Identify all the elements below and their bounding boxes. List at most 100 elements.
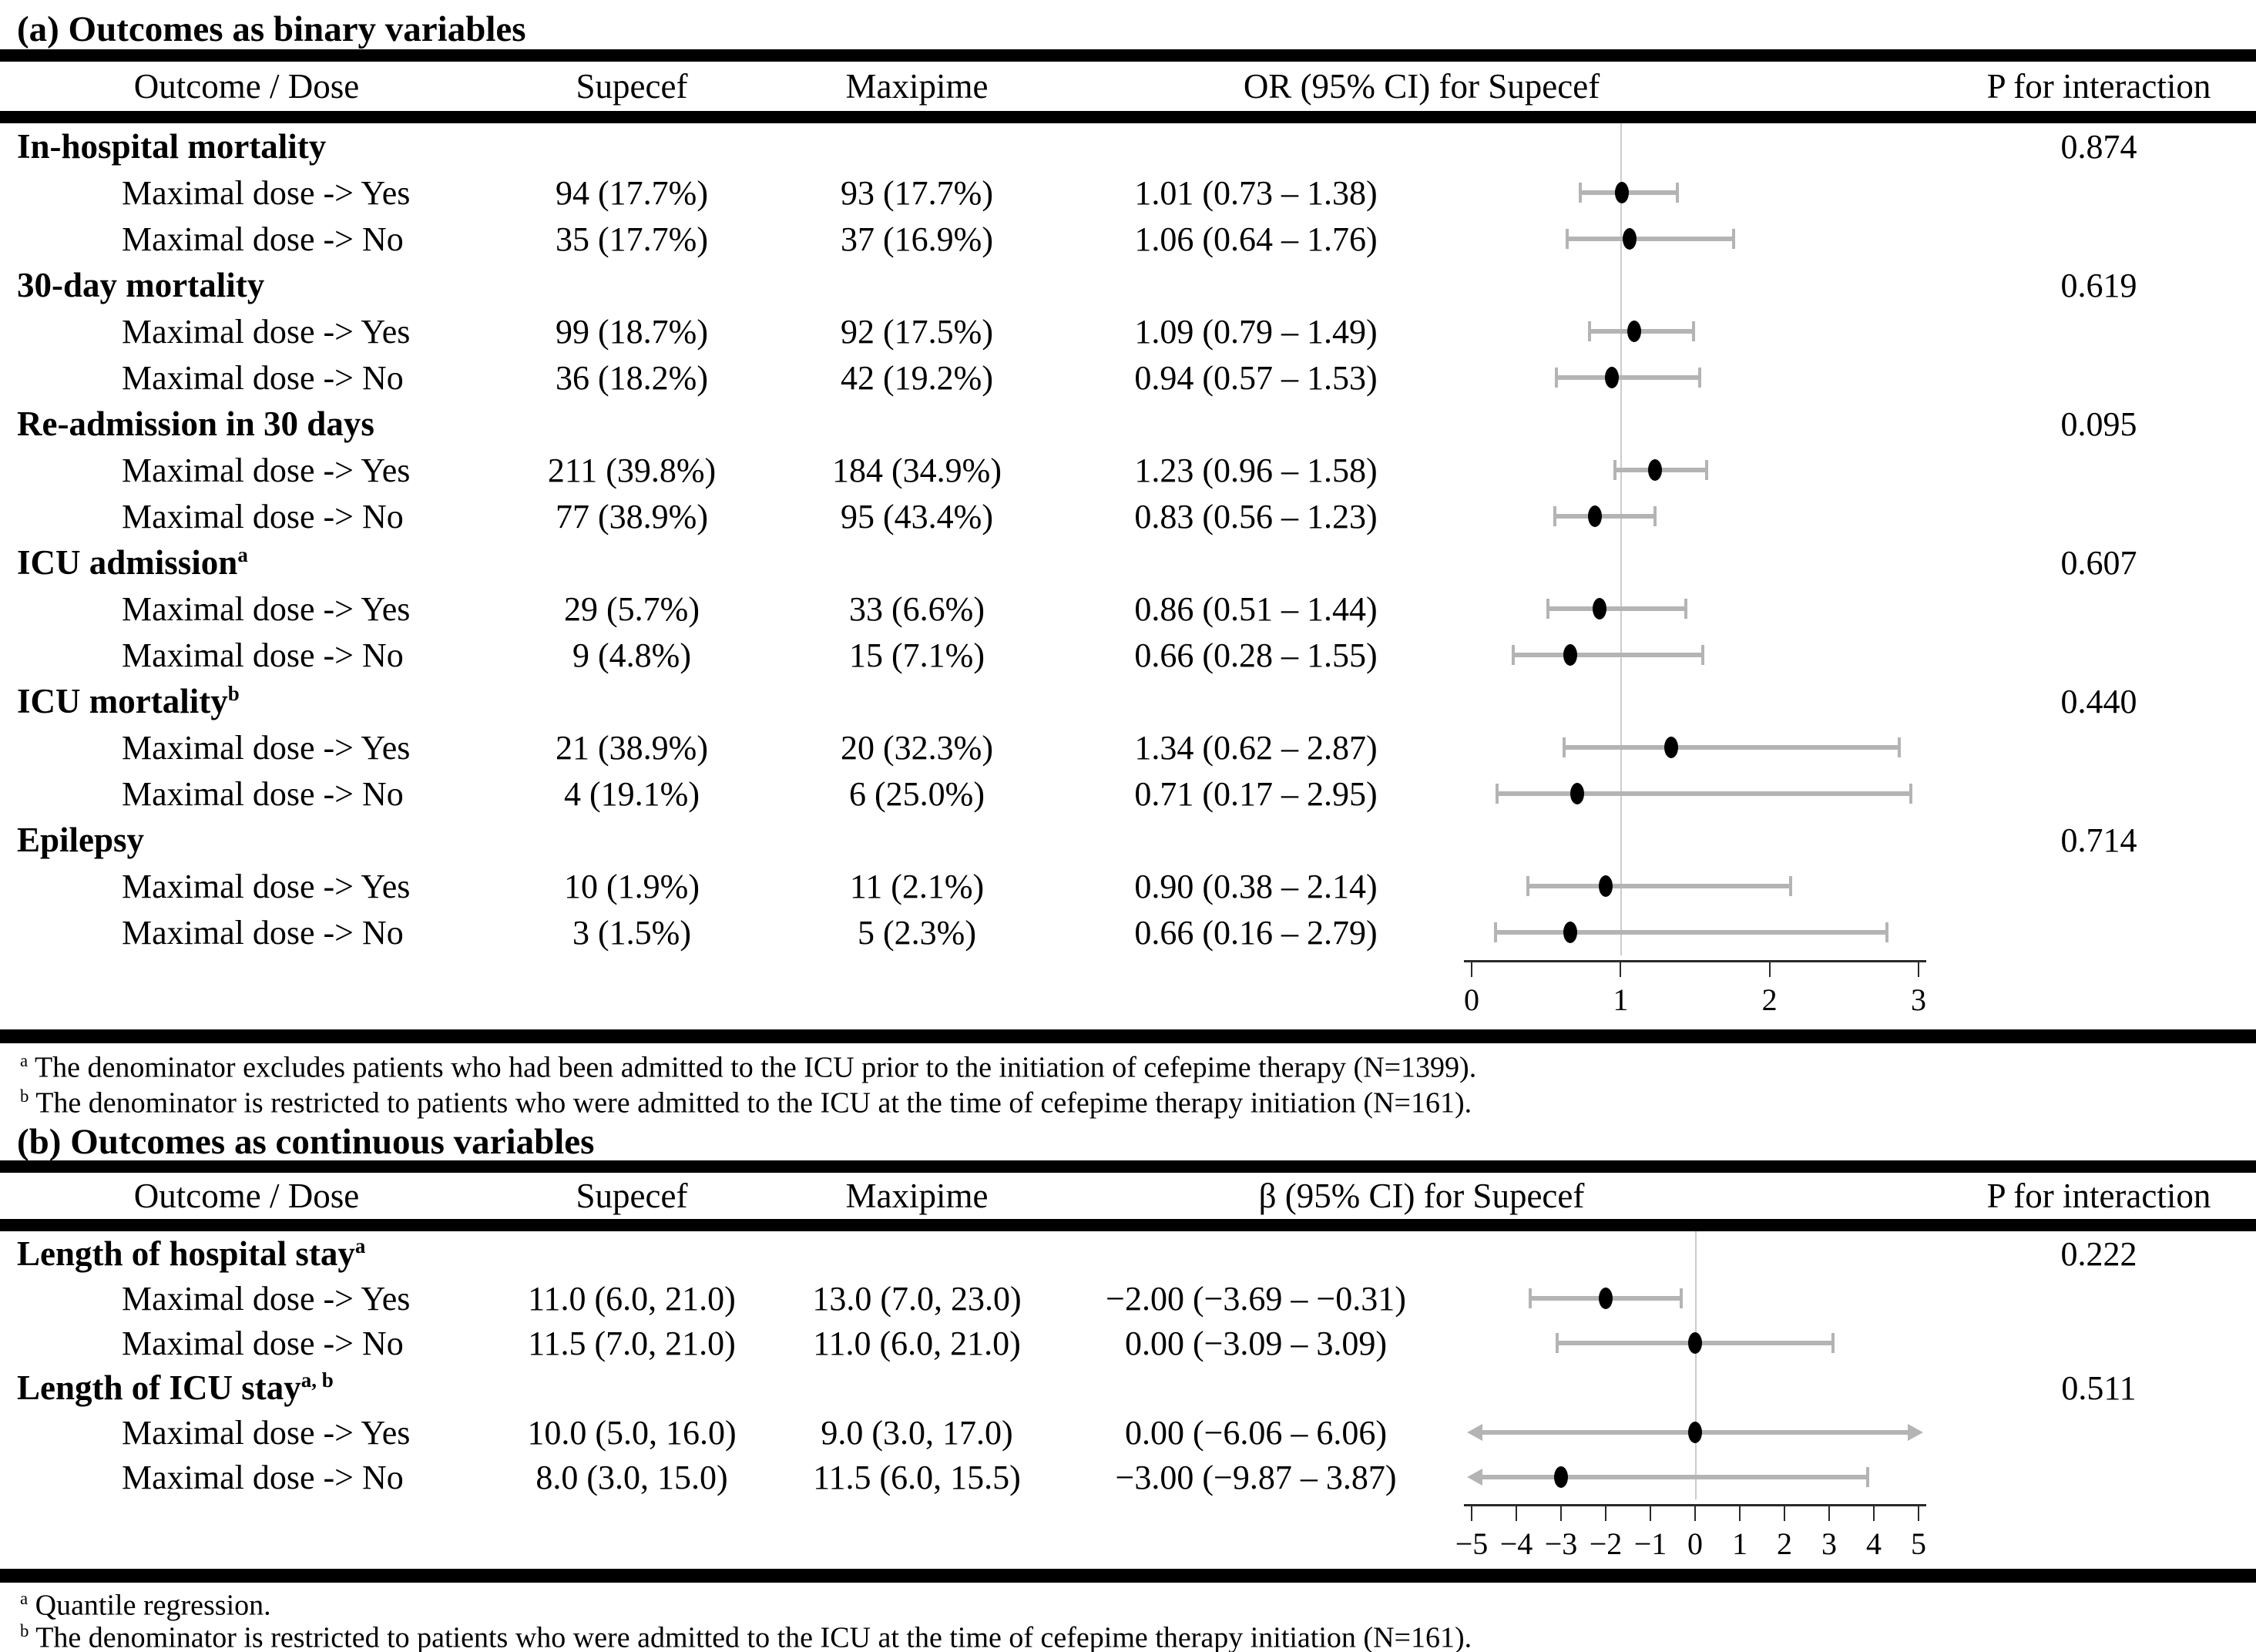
dose-label: Maximal dose -> No: [122, 1324, 404, 1362]
forest-point-marker: [1622, 228, 1637, 250]
dose-label: Maximal dose -> No: [122, 497, 404, 536]
forest-plot-row: [1449, 216, 1942, 262]
outcome-section-row: Length of hospital staya 0.222: [0, 1231, 2256, 1276]
x-axis-tick: [1918, 1504, 1919, 1521]
supecef-value: 9 (4.8%): [572, 636, 691, 674]
outcome-section-row: Epilepsy 0.714: [0, 817, 2256, 863]
effect-ci-text: 0.94 (0.57 – 1.53): [1134, 358, 1378, 397]
forest-ci-cap-left: [1495, 784, 1499, 804]
panel-a-body: In-hospital mortality 0.874 Maximal dose -…: [0, 123, 2256, 1029]
maxipime-value: 95 (43.4%): [841, 497, 993, 536]
forest-plot-row: [1449, 1321, 1942, 1365]
dose-data-row: Maximal dose -> Yes 99 (18.7%) 92 (17.5%) 1…: [0, 308, 2256, 354]
forest-plot-cell: [1449, 1231, 1942, 1276]
panel-b-header-rule: [0, 1219, 2256, 1231]
forest-plot-row: [1449, 447, 1942, 493]
x-axis-tick-label: −1: [1633, 1526, 1667, 1561]
x-axis-row: −5 −4 −3 −2 −1 0 1 2 3 4 5: [0, 1499, 2256, 1569]
forest-ref-line: [1620, 539, 1623, 586]
column-header-supecef: Supecef: [576, 1177, 688, 1215]
supecef-value: 11.5 (7.0, 21.0): [528, 1324, 736, 1362]
panel-b-top-rule: [0, 1160, 2256, 1173]
panel-a-bottom-rule: [0, 1029, 2256, 1043]
forest-ci-cap-right: [1866, 1467, 1870, 1487]
panel-a-header-row: Outcome / Dose Supecef Maxipime OR (95% …: [0, 62, 2256, 111]
maxipime-value: 93 (17.7%): [841, 173, 993, 212]
effect-ci-text: 1.06 (0.64 – 1.76): [1134, 220, 1378, 258]
forest-ci-bar: [1528, 884, 1791, 888]
x-axis-tick: [1873, 1504, 1875, 1521]
x-axis-tick-label: 1: [1613, 982, 1629, 1017]
outcome-label: Epilepsy: [17, 821, 145, 859]
footnote: b The denominator is restricted to patie…: [0, 1615, 2256, 1652]
p-for-interaction-value: 0.095: [2060, 405, 2137, 443]
outcome-footnote-marker: a, b: [300, 1368, 334, 1392]
forest-ci-bar: [1589, 329, 1694, 334]
forest-ci-cap-left: [1553, 506, 1557, 526]
x-axis-tick-label: 4: [1866, 1526, 1882, 1561]
forest-ci-cap-right: [1697, 368, 1701, 388]
x-axis-tick: [1471, 960, 1472, 977]
outcome-label: Re-admission in 30 days: [17, 405, 374, 443]
forest-plot-cell: [1449, 1365, 1942, 1410]
maxipime-value: 9.0 (3.0, 17.0): [821, 1413, 1013, 1452]
dose-label: Maximal dose -> No: [122, 358, 404, 397]
forest-ci-bar: [1496, 791, 1912, 796]
supecef-value: 29 (5.7%): [564, 589, 700, 628]
supecef-value: 35 (17.7%): [556, 220, 708, 258]
dose-data-row: Maximal dose -> No 8.0 (3.0, 15.0) 11.5 (6…: [0, 1455, 2256, 1499]
p-for-interaction-value: 0.511: [2061, 1368, 2137, 1407]
maxipime-value: 11 (2.1%): [849, 867, 985, 905]
maxipime-value: 6 (25.0%): [849, 774, 985, 813]
forest-point-marker: [1688, 1332, 1702, 1354]
column-header-outcome-dose: Outcome / Dose: [133, 67, 360, 106]
forest-ci-bar: [1547, 606, 1687, 611]
panel-a-header-rule: [0, 111, 2256, 123]
supecef-value: 21 (38.9%): [556, 728, 708, 767]
outcome-section-row: ICU admissiona 0.607: [0, 539, 2256, 586]
forest-ref-line: [1620, 817, 1623, 863]
forest-plot-cell: [1449, 401, 1942, 447]
effect-ci-text: 0.71 (0.17 – 2.95): [1134, 774, 1378, 813]
x-axis-tick: [1784, 1504, 1785, 1521]
p-for-interaction-value: 0.714: [2060, 821, 2137, 859]
footnote-marker: a: [20, 1589, 29, 1608]
footnote-marker: b: [20, 1086, 29, 1106]
forest-ref-line: [1695, 1365, 1697, 1410]
forest-ci-cap-right: [1705, 460, 1709, 480]
forest-ci-cap-right: [1684, 599, 1688, 619]
maxipime-value: 92 (17.5%): [841, 312, 993, 351]
forest-plot-row: [1449, 909, 1942, 955]
maxipime-value: 13.0 (7.0, 23.0): [812, 1279, 1022, 1318]
column-header-p-interaction: P for interaction: [1986, 1177, 2211, 1215]
forest-ci-bar: [1495, 930, 1888, 935]
forest-ci-cap-right: [1885, 922, 1889, 942]
forest-point-marker: [1599, 1288, 1613, 1309]
dose-data-row: Maximal dose -> Yes 10.0 (5.0, 16.0) 9.0 (…: [0, 1410, 2256, 1455]
forest-plot-row: [1449, 632, 1942, 678]
outcome-section-row: ICU mortalityb 0.440: [0, 678, 2256, 724]
maxipime-value: 42 (19.2%): [841, 358, 993, 397]
forest-ref-line: [1695, 1231, 1697, 1276]
dose-data-row: Maximal dose -> Yes 11.0 (6.0, 21.0) 13.0 …: [0, 1276, 2256, 1321]
x-axis: −5 −4 −3 −2 −1 0 1 2 3 4 5: [1449, 1499, 1942, 1569]
forest-plot-row: [1449, 308, 1942, 354]
supecef-value: 99 (18.7%): [556, 312, 708, 351]
effect-ci-text: −3.00 (−9.87 – 3.87): [1115, 1458, 1397, 1496]
forest-ref-line: [1620, 678, 1623, 724]
panel-a-top-rule: [0, 49, 2256, 62]
forest-point-marker: [1599, 875, 1613, 897]
x-axis-line: [1464, 960, 1926, 962]
forest-point-marker: [1554, 1466, 1568, 1488]
dose-data-row: Maximal dose -> Yes 94 (17.7%) 93 (17.7%) 1…: [0, 170, 2256, 216]
forest-plot-row: [1449, 586, 1942, 632]
x-axis-tick-label: 0: [1687, 1526, 1703, 1561]
footnote: a Quantile regression.: [0, 1583, 2256, 1622]
forest-plot-row: [1449, 1455, 1942, 1499]
dose-data-row: Maximal dose -> No 36 (18.2%) 42 (19.2%) 0.…: [0, 354, 2256, 401]
forest-ref-line: [1620, 123, 1623, 170]
dose-label: Maximal dose -> Yes: [122, 1279, 411, 1318]
forest-point-marker: [1688, 1422, 1702, 1443]
dose-label: Maximal dose -> No: [122, 913, 404, 952]
forest-plot-row: [1449, 354, 1942, 401]
